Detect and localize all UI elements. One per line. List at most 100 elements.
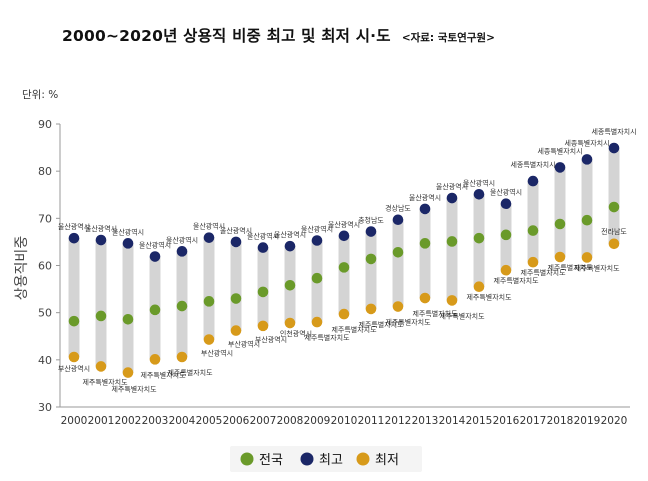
dot-highest [230,236,242,248]
x-tick-label: 2013 [412,415,439,427]
x-tick-label: 2017 [520,415,547,427]
x-tick-label: 2002 [115,415,142,427]
dot-lowest [419,292,431,304]
x-tick-label: 2014 [439,415,466,427]
legend-label: 최고 [319,453,343,468]
dot-national [581,214,593,226]
highest-region-label: 세종특별자치시 [591,127,636,136]
lowest-region-label: 제주특별자치도 [82,377,128,386]
dot-highest [581,154,593,165]
legend-box [230,446,422,472]
lowest-region-label: 부산광역시 [58,364,90,373]
dot-lowest [365,303,377,315]
x-tick-label: 2016 [493,415,520,427]
lowest-region-label: 부산광역시 [201,349,233,358]
dot-lowest [203,334,215,345]
dot-lowest [338,308,350,320]
y-axis-label: 상용직비중 [14,236,30,301]
x-tick-label: 2011 [358,415,385,427]
lowest-region-label: 전라남도 [601,227,627,236]
dot-lowest [554,251,566,263]
y-tick-label: 30 [38,401,52,414]
x-tick-label: 2004 [169,415,196,427]
y-tick-label: 50 [38,307,52,320]
dot-highest [446,192,458,204]
highest-region-label: 울산광역시 [490,188,522,197]
legend-label: 최저 [375,453,399,468]
dot-highest [176,246,188,257]
legend-label: 전국 [259,453,283,468]
lowest-region-label: 제주특별자치도 [547,263,593,272]
x-tick-label: 2006 [223,415,250,427]
lowest-region-label: 제주특별자치도 [304,333,350,342]
lowest-region-label: 제주특별자치도 [520,268,566,277]
x-tick-label: 2019 [574,415,601,427]
highest-region-label: 울산광역시 [85,224,117,233]
dot-highest [122,238,134,249]
dot-highest [338,230,350,242]
lowest-region-label: 제주특별자치도 [439,311,485,320]
dot-lowest [500,264,512,276]
highest-region-label: 울산광역시 [193,222,225,231]
dot-lowest [176,351,188,363]
dot-national [338,262,350,273]
dot-highest [203,232,215,243]
dot-national [149,304,161,316]
dot-highest [257,242,269,253]
lowest-region-label: 제주특별자치도 [111,385,157,394]
dot-highest [149,251,161,262]
dot-lowest [473,281,485,293]
x-tick-label: 2008 [277,415,304,427]
x-tick-label: 2009 [304,415,331,427]
lowest-region-label: 부산광역시 [255,335,287,344]
highest-region-label: 울산광역시 [112,227,144,236]
dot-highest [95,234,107,246]
dot-lowest [95,361,107,372]
lowest-region-label: 제주특별자치도 [167,368,213,377]
highest-region-label: 울산광역시 [220,226,252,235]
highest-region-label: 세종특별자치시 [564,138,609,147]
x-tick-label: 2007 [250,415,277,427]
y-tick-label: 70 [38,212,52,225]
dot-national [527,225,539,236]
dot-highest [392,214,404,226]
dot-national [203,296,215,307]
y-tick-label: 80 [38,165,52,178]
x-tick-label: 2012 [385,415,412,427]
highest-region-label: 충청남도 [358,216,384,225]
dot-national [446,236,458,247]
x-tick-label: 2005 [196,415,223,427]
lowest-region-label: 인천광역시 [280,329,312,338]
dot-highest [311,235,323,246]
lowest-region-label: 제주특별자치도 [412,309,458,318]
lowest-region-label: 부산광역시 [228,340,260,349]
dot-lowest [284,317,296,329]
x-tick-label: 2015 [466,415,493,427]
highest-region-label: 울산광역시 [139,241,171,250]
dot-lowest [581,252,593,263]
legend-dot-highest [300,452,314,466]
dot-lowest [122,367,134,378]
dot-highest [419,203,431,215]
dot-lowest [608,238,620,250]
highest-region-label: 울산광역시 [436,182,468,191]
y-tick-label: 40 [38,354,52,367]
x-tick-label: 2010 [331,415,358,427]
title-row: 2000~2020년 상용직 비중 최고 및 최저 시·도 <자료: 국토연구원… [62,24,495,46]
lowest-region-label: 제주특별자치도 [574,263,620,272]
y-tick-label: 90 [38,118,52,131]
lowest-region-label: 제주특별자치도 [385,318,431,327]
y-tick-label: 60 [38,260,52,273]
dot-national [284,280,296,291]
dot-lowest [446,295,458,306]
highest-region-label: 울산광역시 [58,222,90,231]
dot-national [257,286,269,298]
dot-national [122,313,134,325]
dot-highest [284,240,296,252]
lowest-region-label: 제주특별자치도 [466,293,512,302]
highest-region-label: 경상남도 [385,204,411,213]
dot-highest [473,188,485,200]
dot-national [392,246,404,258]
dot-highest [554,162,566,173]
